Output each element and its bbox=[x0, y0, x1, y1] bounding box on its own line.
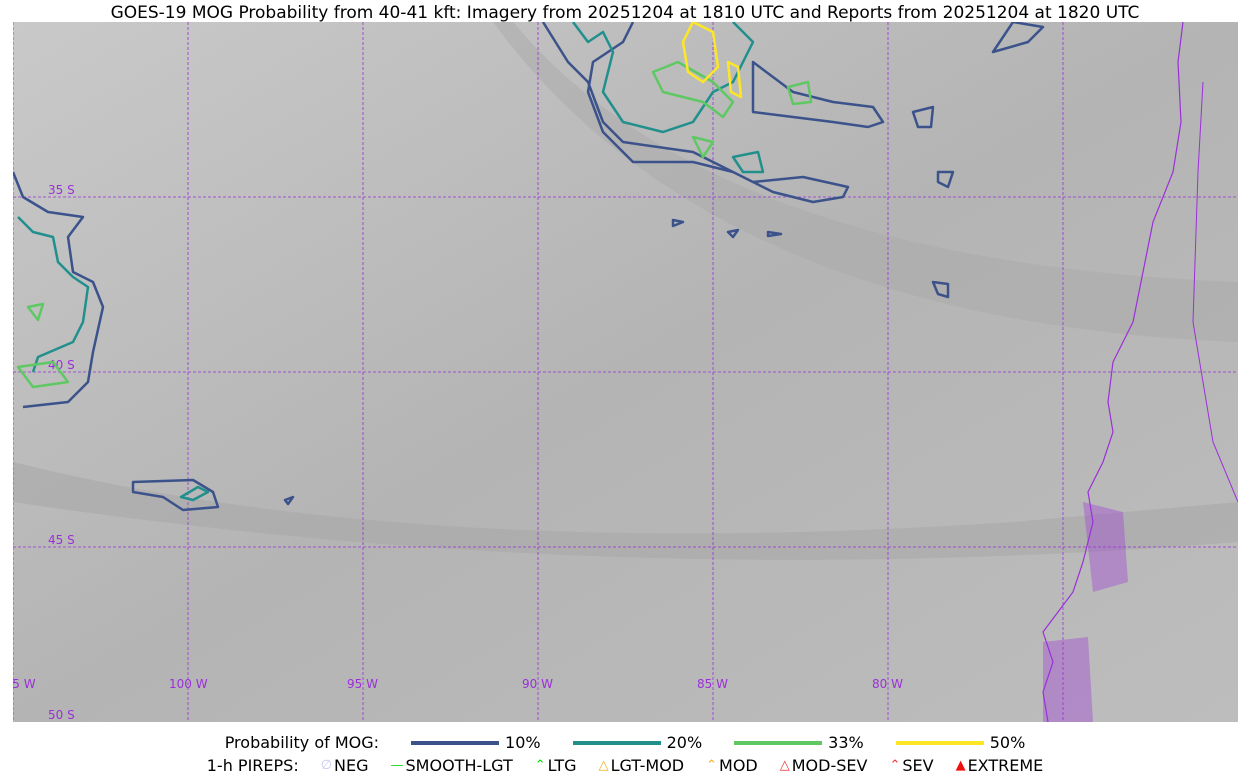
contour-10 bbox=[991, 22, 1045, 54]
pirep-label: LTG bbox=[547, 756, 577, 775]
contour-10 bbox=[751, 60, 885, 129]
pirep-label: NEG bbox=[334, 756, 369, 775]
pireps-legend: 1-h PIREPS: ∅ NEG — SMOOTH-LGT ⌃ LTG △ LGT-M… bbox=[0, 756, 1250, 775]
legend-level-label: 10% bbox=[505, 733, 541, 752]
lon-label: 95 W bbox=[347, 677, 378, 691]
pireps-legend-label: 1-h PIREPS: bbox=[206, 756, 299, 775]
contour-20 bbox=[17, 216, 90, 373]
probability-legend-label: Probability of MOG: bbox=[224, 733, 380, 752]
coastline-islands bbox=[1043, 502, 1128, 722]
lon-label: 85 W bbox=[697, 677, 728, 691]
pirep-label: EXTREME bbox=[967, 756, 1044, 775]
lat-lon-grid bbox=[13, 22, 1238, 722]
contour-10 bbox=[541, 22, 850, 204]
legend-level-label: 33% bbox=[828, 733, 864, 752]
contour-50 bbox=[681, 22, 743, 99]
caret-icon: ⌃ bbox=[706, 758, 718, 773]
legend-swatch-50 bbox=[895, 740, 984, 745]
legend-level-label: 20% bbox=[666, 733, 703, 752]
neg-icon: ∅ bbox=[320, 758, 333, 773]
lon-label: 100 W bbox=[169, 677, 208, 691]
lon-label: 105 W bbox=[13, 677, 36, 691]
dark-band bbox=[493, 22, 1238, 342]
coastline bbox=[1192, 81, 1238, 503]
lon-label: 80 W bbox=[872, 677, 903, 691]
filled-triangle-icon: ▲ bbox=[955, 758, 966, 773]
dark-band bbox=[13, 462, 1238, 560]
lat-label: 45 S bbox=[48, 533, 75, 547]
contour-20 bbox=[179, 150, 765, 502]
pirep-label: MOD-SEV bbox=[791, 756, 868, 775]
satellite-map: 35 S 40 S 45 S 50 S 105 W 100 W 95 W 90 … bbox=[13, 22, 1238, 722]
pirep-label: LGT-MOD bbox=[610, 756, 685, 775]
lat-label: 35 S bbox=[48, 183, 75, 197]
pirep-label: SEV bbox=[902, 756, 934, 775]
contour-10 bbox=[13, 171, 105, 409]
contour-10 bbox=[131, 478, 220, 512]
line-icon: — bbox=[390, 758, 404, 773]
double-hat-icon: △ bbox=[779, 758, 790, 773]
hat-icon: △ bbox=[598, 758, 609, 773]
double-caret-icon: ⌃ bbox=[889, 758, 901, 773]
lat-label: 40 S bbox=[48, 358, 75, 372]
pirep-label: MOD bbox=[719, 756, 758, 775]
legend-swatch-33 bbox=[734, 740, 823, 745]
legend-level-label: 50% bbox=[989, 733, 1026, 752]
legend-swatch-10 bbox=[411, 740, 500, 745]
lat-label: 50 S bbox=[48, 708, 75, 722]
pirep-label: SMOOTH-LGT bbox=[405, 756, 513, 775]
lon-label: 90 W bbox=[522, 677, 553, 691]
legend-swatch-20 bbox=[572, 740, 661, 745]
coastline bbox=[1042, 22, 1184, 722]
probability-legend: Probability of MOG: 10% 20% 33% 50% bbox=[0, 733, 1250, 752]
contour-33 bbox=[16, 60, 813, 389]
contour-10 bbox=[283, 105, 955, 506]
caret-icon: ⌃ bbox=[534, 758, 546, 773]
map-title: GOES-19 MOG Probability from 40-41 kft: … bbox=[110, 3, 1140, 23]
contour-20 bbox=[572, 22, 755, 134]
